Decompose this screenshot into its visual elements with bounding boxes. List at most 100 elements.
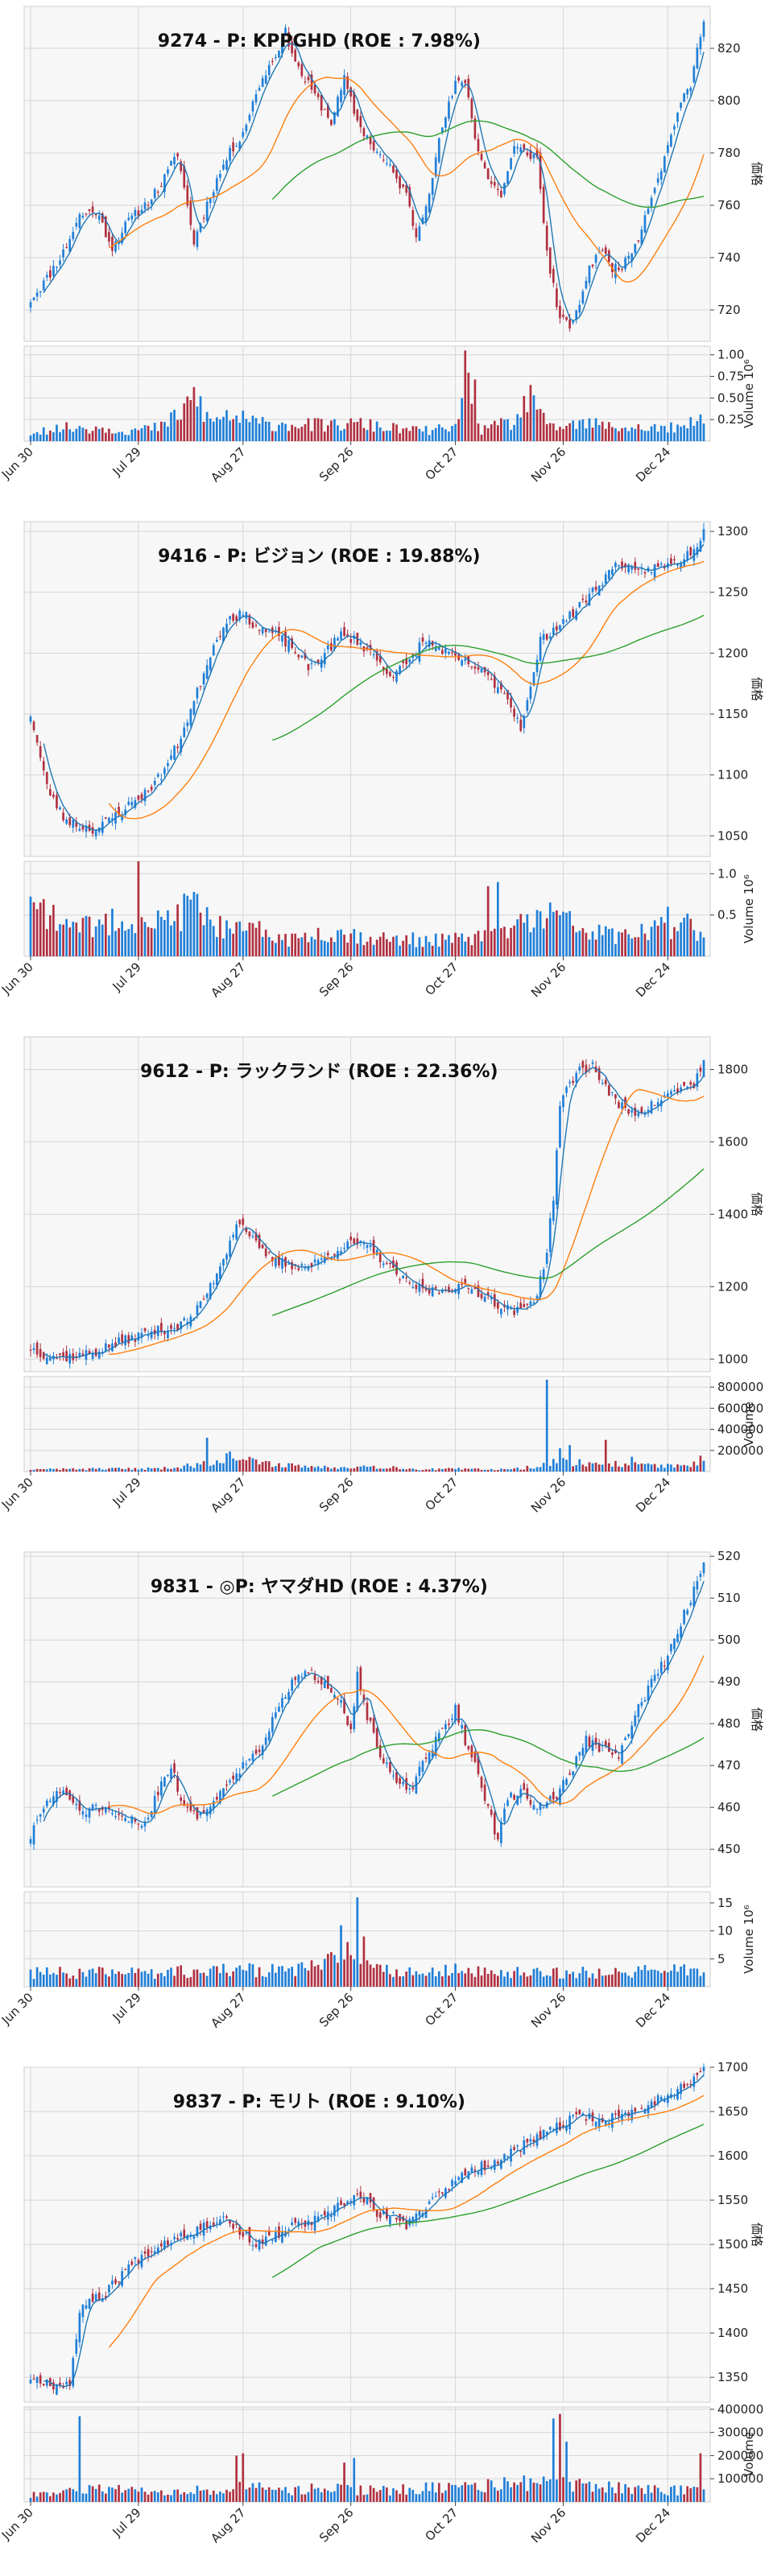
candle-body	[559, 625, 561, 630]
moving-average-line	[43, 42, 705, 322]
candle-body	[473, 666, 477, 669]
candle-body	[461, 660, 464, 666]
candle-body	[673, 1090, 676, 1092]
candle-body	[68, 1353, 72, 1364]
volume-bar	[189, 1977, 192, 1987]
candle-body	[395, 2217, 398, 2220]
x-tick-label: Aug 27	[208, 960, 248, 1000]
candle-body	[111, 2281, 114, 2285]
volume-bar	[667, 906, 669, 956]
candle-body	[670, 134, 672, 147]
volume-bar	[343, 1959, 345, 1987]
volume-bar	[699, 931, 702, 956]
x-tick-label: Jun 30	[0, 1990, 36, 2028]
candle-body	[483, 162, 486, 169]
candle-body	[506, 1800, 509, 1806]
volume-bar	[552, 2418, 555, 2502]
candle-body	[402, 1781, 404, 1785]
volume-bar	[513, 925, 515, 956]
volume-bar	[196, 406, 199, 441]
candle-body	[235, 2223, 238, 2225]
candle-body	[137, 1823, 140, 1825]
volume-bar	[506, 1971, 509, 1987]
candle-body	[180, 1797, 183, 1801]
candle-body	[143, 2251, 147, 2254]
volume-bar	[163, 1976, 166, 1987]
price-tick-label: 1650	[717, 2104, 748, 2119]
candle-body	[127, 1822, 130, 1823]
volume-bar	[683, 1464, 685, 1472]
volume-bar	[49, 1974, 52, 1987]
volume-bar	[405, 1971, 408, 1987]
volume-bar	[503, 2477, 506, 2502]
volume-bar	[578, 931, 581, 956]
candle-body	[667, 1092, 669, 1097]
candle-body	[245, 125, 248, 131]
price-tick-label: 1100	[717, 768, 748, 782]
volume-bar	[238, 921, 242, 956]
candle-body	[673, 126, 676, 130]
volume-bar	[209, 1465, 212, 1472]
volume-bar	[294, 2487, 297, 2502]
volume-bar	[143, 1971, 147, 1987]
candle-body	[630, 2109, 634, 2121]
volume-bar	[68, 1978, 72, 1987]
candle-body	[222, 1788, 225, 1797]
candle-body	[313, 1674, 316, 1681]
volume-bar	[167, 1468, 169, 1472]
volume-bar	[382, 431, 385, 441]
candle-body	[532, 154, 535, 159]
candle-body	[313, 2215, 316, 2231]
candle-body	[535, 659, 539, 672]
candle-body	[431, 1750, 434, 1757]
candle-body	[267, 1251, 271, 1253]
candle-body	[271, 60, 274, 62]
candle-body	[464, 658, 467, 661]
price-tick-label: 520	[717, 1549, 741, 1563]
volume-bar	[618, 1971, 620, 1987]
candle-body	[225, 2216, 228, 2218]
candle-body	[180, 1321, 183, 1330]
volume-bar	[205, 411, 209, 441]
volume-bar	[130, 1967, 134, 1987]
volume-bar	[366, 941, 369, 956]
candle-body	[254, 1232, 258, 1241]
volume-bar	[382, 2486, 385, 2502]
volume-bar	[621, 1467, 623, 1472]
candle-body	[235, 146, 238, 147]
volume-bar	[251, 1458, 254, 1472]
candle-body	[386, 1262, 388, 1265]
candle-body	[464, 2169, 467, 2176]
volume-bar	[568, 423, 571, 441]
candle-body	[686, 89, 689, 95]
volume-bar	[585, 932, 588, 956]
candle-body	[441, 2192, 444, 2194]
candle-body	[464, 1724, 467, 1745]
volume-bar	[127, 435, 130, 441]
volume-bar	[389, 1468, 391, 1472]
volume-bar	[88, 433, 91, 441]
volume-bar	[219, 1973, 221, 1987]
volume-bar	[448, 935, 450, 956]
candle-body	[281, 1258, 283, 1269]
candle-body	[692, 66, 696, 83]
candle-body	[500, 191, 502, 197]
candle-body	[516, 2145, 519, 2147]
volume-bar	[607, 1463, 610, 1472]
candle-body	[399, 1777, 401, 1784]
volume-bar	[300, 427, 304, 441]
candle-body	[333, 1253, 336, 1256]
volume-bar	[510, 927, 512, 956]
volume-bar	[473, 1468, 477, 1472]
volume-bar	[75, 923, 78, 956]
volume-bar	[597, 924, 601, 956]
candle-body	[192, 229, 196, 245]
volume-bar	[621, 427, 623, 441]
candle-body	[634, 1715, 637, 1727]
candle-body	[212, 1282, 215, 1285]
candle-body	[101, 2299, 104, 2302]
candle-body	[281, 2231, 283, 2243]
volume-bar	[500, 1970, 502, 1987]
volume-bar	[94, 1973, 97, 1987]
x-tick-label: Oct 27	[422, 960, 461, 998]
